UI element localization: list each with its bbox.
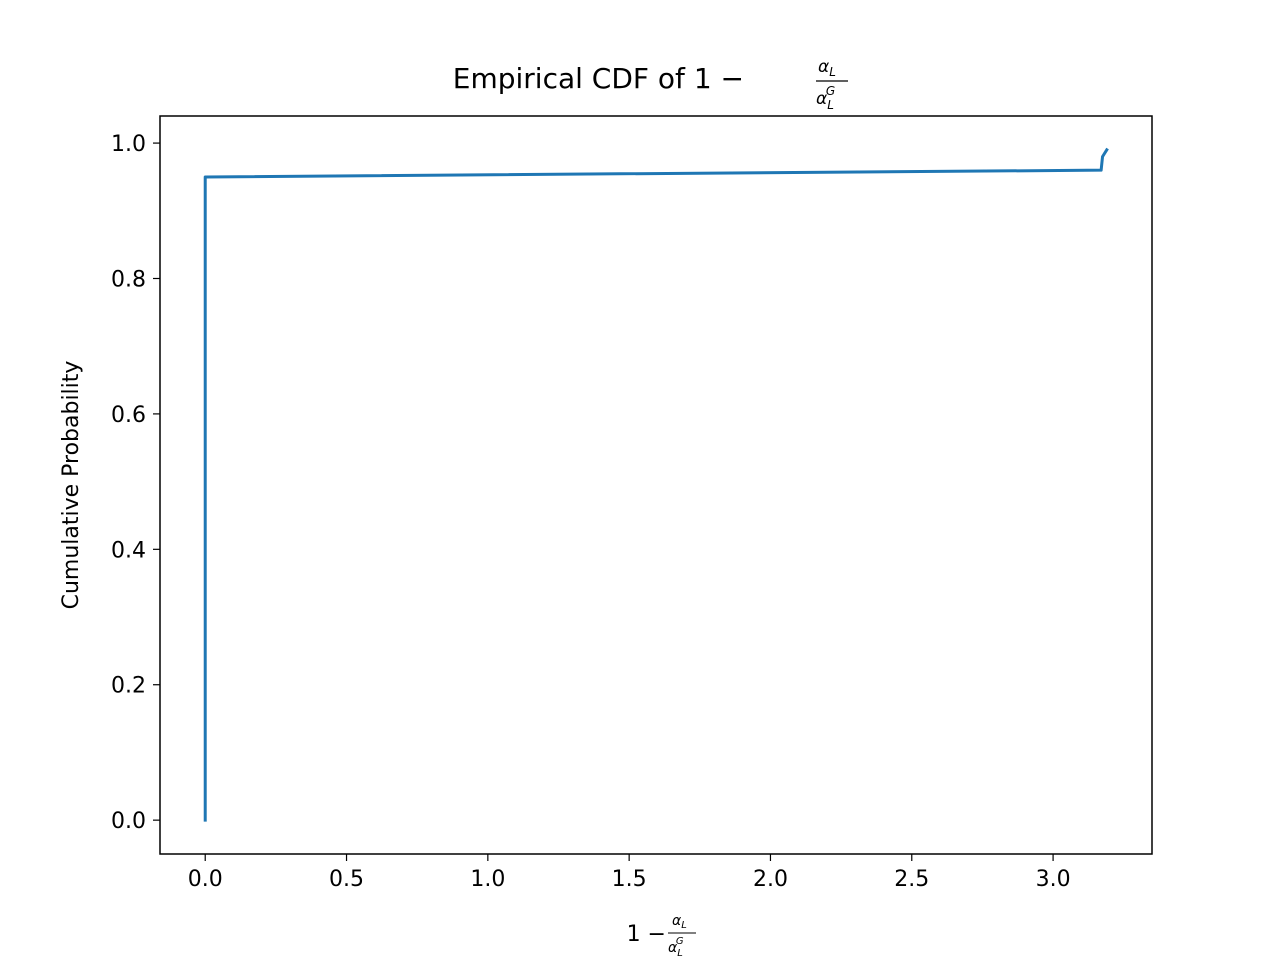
cdf-series-line bbox=[203, 147, 1109, 822]
x-axis-label-denominator-subscript: L bbox=[677, 948, 683, 959]
y-tick-label: 0.6 bbox=[111, 403, 146, 428]
y-tick-label: 0.8 bbox=[111, 267, 146, 292]
x-tick-label: 3.0 bbox=[1036, 867, 1071, 892]
x-axis-label-denominator-superscript: G bbox=[676, 936, 684, 947]
chart-title-denominator-superscript: G bbox=[826, 84, 835, 98]
chart-title-fraction-numerator: αL bbox=[818, 57, 836, 79]
chart-title-numerator-subscript: L bbox=[829, 65, 836, 79]
chart-title-fraction-denominator: αLG bbox=[816, 84, 835, 112]
chart-title-denominator-symbol: α bbox=[816, 89, 827, 109]
x-axis-label: 1 − αL αLG bbox=[627, 913, 696, 959]
y-axis-label: Cumulative Probability bbox=[59, 361, 84, 610]
x-tick-label: 2.0 bbox=[753, 867, 788, 892]
x-axis-label-numerator-subscript: L bbox=[681, 920, 687, 931]
x-tick-label: 0.5 bbox=[329, 867, 364, 892]
y-tick-label: 1.0 bbox=[111, 132, 146, 157]
plot-area-frame bbox=[159, 115, 1153, 855]
chart-title: Empirical CDF of 1 − αL αLG bbox=[453, 57, 848, 112]
x-axis-label-denominator-symbol: α bbox=[668, 940, 678, 956]
series-layer bbox=[203, 147, 1109, 822]
chart-title-prefix: Empirical CDF of 1 − bbox=[453, 62, 744, 95]
x-axis-ticks: 0.0 0.5 1.0 1.5 2.0 2.5 3.0 bbox=[188, 854, 1071, 892]
x-tick-label: 1.0 bbox=[470, 867, 505, 892]
chart-title-denominator-subscript: L bbox=[827, 98, 834, 112]
y-tick-label: 0.2 bbox=[111, 674, 146, 699]
chart-title-numerator-symbol: α bbox=[818, 57, 829, 77]
x-tick-label: 2.5 bbox=[894, 867, 929, 892]
y-tick-label: 0.0 bbox=[111, 809, 146, 834]
x-tick-label: 0.0 bbox=[188, 867, 223, 892]
x-axis-label-fraction-denominator: αLG bbox=[668, 936, 684, 959]
x-tick-label: 1.5 bbox=[612, 867, 647, 892]
x-axis-label-fraction-numerator: αL bbox=[672, 913, 687, 931]
y-axis-ticks: 0.0 0.2 0.4 0.6 0.8 1.0 bbox=[111, 132, 160, 834]
y-tick-label: 0.4 bbox=[111, 538, 146, 563]
x-axis-label-numerator-symbol: α bbox=[672, 913, 682, 929]
x-axis-label-prefix: 1 − bbox=[627, 922, 666, 947]
